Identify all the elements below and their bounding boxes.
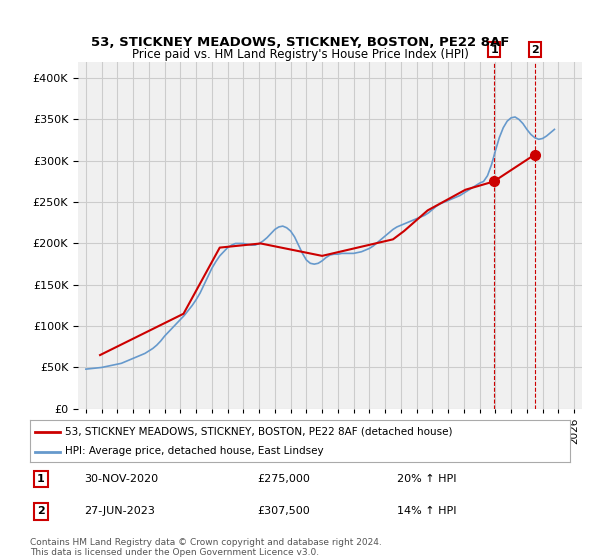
Text: 30-NOV-2020: 30-NOV-2020 (84, 474, 158, 484)
Text: £275,000: £275,000 (257, 474, 310, 484)
Text: 53, STICKNEY MEADOWS, STICKNEY, BOSTON, PE22 8AF: 53, STICKNEY MEADOWS, STICKNEY, BOSTON, … (91, 36, 509, 49)
Text: 20% ↑ HPI: 20% ↑ HPI (397, 474, 457, 484)
Text: Contains HM Land Registry data © Crown copyright and database right 2024.
This d: Contains HM Land Registry data © Crown c… (30, 538, 382, 557)
Text: £307,500: £307,500 (257, 506, 310, 516)
Text: HPI: Average price, detached house, East Lindsey: HPI: Average price, detached house, East… (65, 446, 324, 456)
Text: 14% ↑ HPI: 14% ↑ HPI (397, 506, 457, 516)
Text: Price paid vs. HM Land Registry's House Price Index (HPI): Price paid vs. HM Land Registry's House … (131, 48, 469, 60)
Text: 2: 2 (37, 506, 44, 516)
Text: 2: 2 (531, 45, 539, 55)
Text: 53, STICKNEY MEADOWS, STICKNEY, BOSTON, PE22 8AF (detached house): 53, STICKNEY MEADOWS, STICKNEY, BOSTON, … (65, 427, 452, 437)
Text: 27-JUN-2023: 27-JUN-2023 (84, 506, 155, 516)
Text: 1: 1 (37, 474, 44, 484)
Text: 1: 1 (490, 45, 498, 55)
